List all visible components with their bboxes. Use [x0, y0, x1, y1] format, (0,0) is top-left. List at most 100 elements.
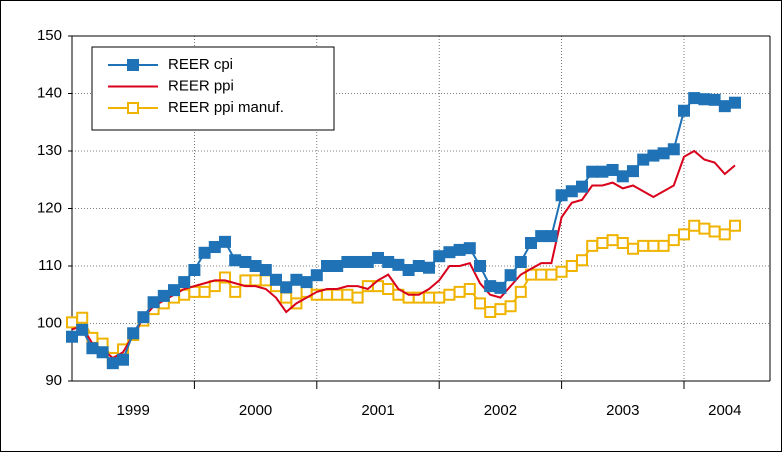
marker — [586, 165, 599, 178]
marker — [433, 250, 446, 263]
marker — [596, 165, 609, 178]
marker — [219, 271, 231, 284]
marker — [229, 285, 242, 298]
x-tick-label: 2002 — [484, 402, 517, 419]
marker — [137, 311, 150, 324]
marker — [96, 346, 109, 359]
marker — [545, 230, 558, 243]
marker — [718, 100, 731, 113]
marker — [657, 239, 670, 252]
marker — [627, 165, 639, 178]
marker — [106, 357, 119, 370]
marker — [249, 260, 262, 272]
marker — [351, 255, 364, 268]
marker — [300, 276, 313, 289]
marker — [678, 228, 690, 241]
marker — [647, 149, 660, 162]
marker — [76, 311, 89, 324]
marker — [494, 281, 507, 294]
marker — [341, 288, 354, 301]
y-tick-label: 100 — [37, 314, 62, 331]
marker — [708, 93, 721, 106]
marker — [514, 255, 527, 268]
marker — [698, 222, 711, 235]
marker — [555, 265, 568, 278]
marker — [484, 280, 497, 293]
marker — [647, 239, 660, 252]
marker — [688, 92, 701, 105]
marker — [586, 239, 599, 252]
marker — [341, 255, 354, 268]
marker — [331, 288, 344, 301]
y-tick-label: 110 — [38, 257, 62, 274]
marker — [239, 255, 252, 268]
marker — [331, 260, 344, 272]
y-tick-label: 90 — [45, 372, 62, 389]
marker — [576, 254, 588, 267]
marker — [606, 234, 619, 247]
marker — [504, 269, 517, 282]
marker — [525, 237, 537, 249]
marker — [321, 260, 333, 272]
marker — [514, 285, 527, 298]
marker — [127, 327, 140, 340]
x-tick-label: 1999 — [117, 402, 150, 419]
marker — [474, 260, 486, 272]
marker — [576, 180, 588, 193]
marker — [627, 242, 639, 255]
marker — [535, 268, 548, 281]
marker — [678, 104, 690, 117]
marker — [637, 153, 650, 166]
marker — [76, 323, 89, 336]
marker — [494, 303, 507, 316]
marker — [606, 163, 619, 176]
marker — [382, 255, 395, 268]
marker — [280, 291, 293, 304]
marker — [637, 239, 650, 252]
marker — [433, 291, 446, 304]
y-tick-label: 140 — [37, 84, 62, 101]
marker — [729, 96, 741, 109]
marker — [66, 330, 78, 343]
marker — [259, 264, 272, 277]
marker — [178, 276, 191, 289]
marker — [188, 264, 201, 277]
legend-label: REER cpi — [168, 56, 233, 73]
y-tick-label: 150 — [37, 27, 62, 44]
marker — [168, 284, 180, 297]
x-tick-label: 2001 — [361, 402, 394, 419]
marker — [423, 261, 435, 274]
marker — [310, 269, 323, 282]
marker — [372, 251, 384, 264]
marker — [535, 230, 548, 243]
legend-label: REER ppi manuf. — [168, 99, 284, 116]
legend-marker — [127, 102, 139, 114]
marker — [484, 306, 497, 318]
marker — [463, 283, 476, 295]
marker — [718, 228, 731, 241]
marker — [229, 254, 242, 267]
marker — [382, 283, 395, 295]
marker — [565, 185, 578, 198]
x-tick-label: 2000 — [239, 402, 272, 419]
marker — [290, 273, 303, 286]
marker — [423, 291, 435, 304]
marker — [351, 291, 364, 304]
marker — [117, 353, 129, 366]
marker — [249, 274, 262, 287]
marker — [667, 143, 680, 156]
marker — [361, 255, 374, 268]
marker — [729, 219, 741, 232]
marker — [453, 285, 466, 298]
marker — [657, 147, 670, 160]
y-tick-label: 120 — [37, 199, 62, 216]
marker — [402, 264, 415, 277]
marker — [565, 260, 578, 272]
marker — [412, 260, 425, 272]
marker — [198, 246, 211, 259]
marker — [698, 93, 711, 106]
marker — [474, 297, 486, 310]
y-tick-label: 130 — [37, 142, 62, 159]
marker — [453, 243, 466, 256]
marker — [667, 234, 680, 247]
